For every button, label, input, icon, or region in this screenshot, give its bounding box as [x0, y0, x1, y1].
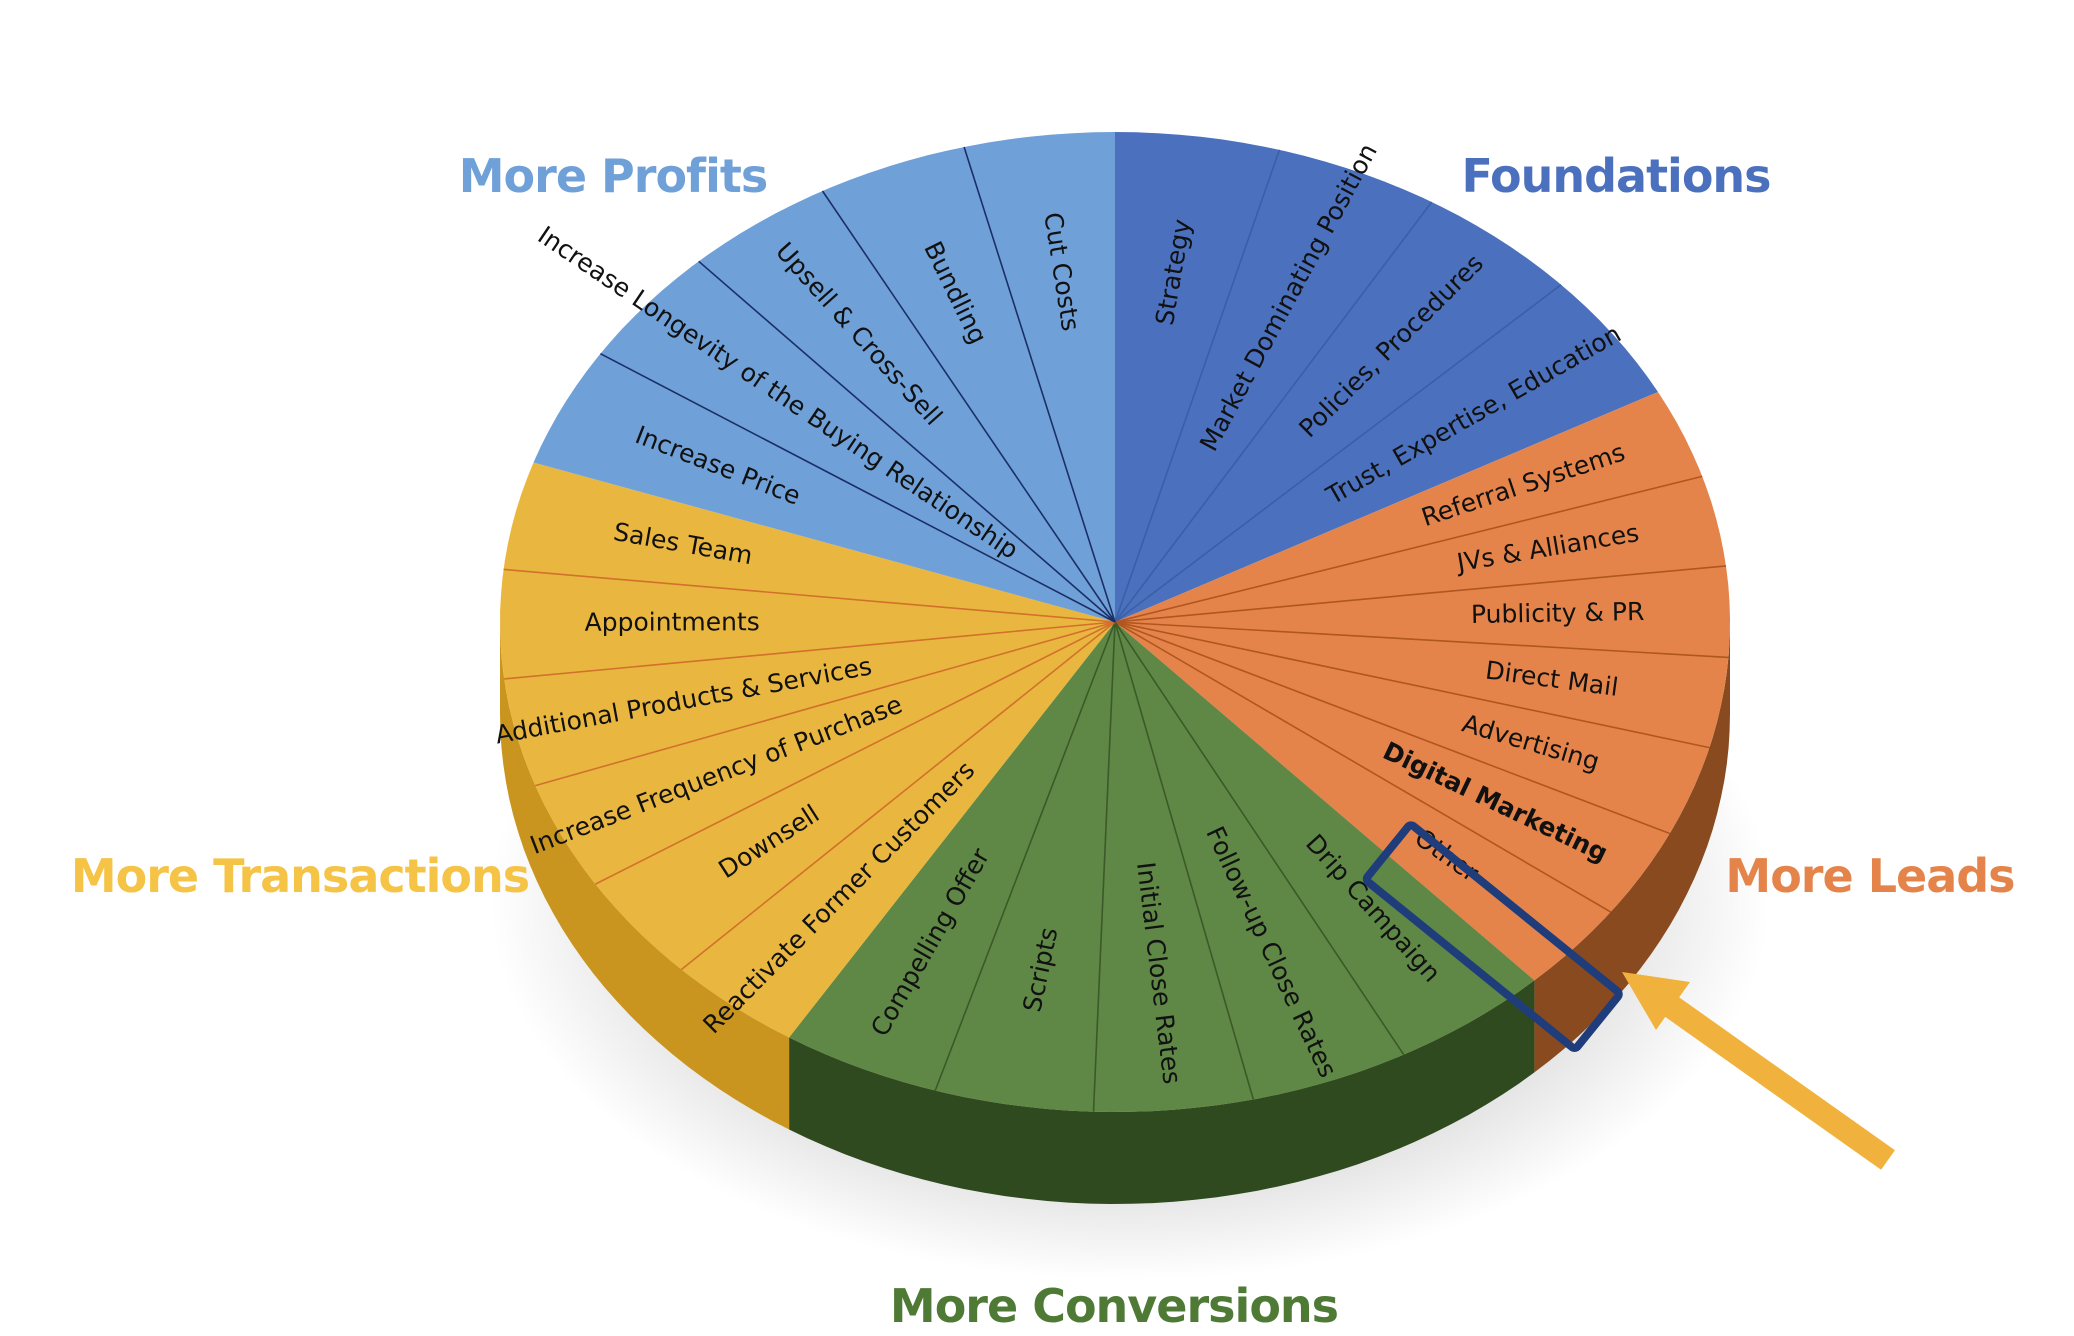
digital-marketing-highlight-box: [1362, 821, 1623, 1052]
category-title-more-leads: More Leads: [1725, 849, 2014, 903]
category-title-foundations: Foundations: [1461, 149, 1770, 203]
divider-profits: [821, 190, 1116, 623]
divider-leads: [1114, 621, 1729, 659]
divider-leads: [1114, 621, 1671, 835]
divider-leads: [1114, 565, 1727, 623]
divider-transactions: [595, 621, 1116, 885]
divider-profits: [600, 352, 1116, 623]
divider-leads: [1114, 475, 1703, 623]
segment-label: Publicity & PR: [1471, 597, 1645, 629]
sector-transactions: [500, 462, 1116, 1038]
divider-conversions: [1114, 621, 1255, 1100]
category-title-more-profits: More Profits: [459, 149, 767, 203]
divider-transactions: [680, 621, 1116, 971]
divider-conversions: [1114, 621, 1405, 1056]
side-wall-conversions: [789, 980, 1535, 1204]
category-title-more-conversions: More Conversions: [890, 1279, 1338, 1333]
arrow-icon: [1622, 972, 1895, 1170]
divider-transactions: [503, 568, 1116, 623]
divider-transactions: [504, 621, 1116, 680]
divider-foundations: [1114, 149, 1281, 623]
divider-leads: [1114, 621, 1710, 749]
sector-conversions: [789, 622, 1535, 1112]
divider-leads: [1114, 621, 1612, 913]
divider-conversions: [934, 621, 1116, 1091]
divider-profits: [698, 260, 1116, 623]
divider-profits: [963, 146, 1116, 623]
segment-label: Appointments: [585, 607, 760, 637]
segment-dividers: [503, 146, 1729, 1112]
divider-transactions: [535, 621, 1116, 787]
sector-foundations: [1115, 132, 1658, 622]
divider-foundations: [1114, 284, 1562, 623]
divider-foundations: [1114, 201, 1433, 623]
side-wall-transactions: [500, 622, 790, 1130]
category-title-more-transactions: More Transactions: [71, 849, 529, 903]
sector-profits: [533, 132, 1115, 622]
divider-conversions: [1092, 621, 1116, 1112]
